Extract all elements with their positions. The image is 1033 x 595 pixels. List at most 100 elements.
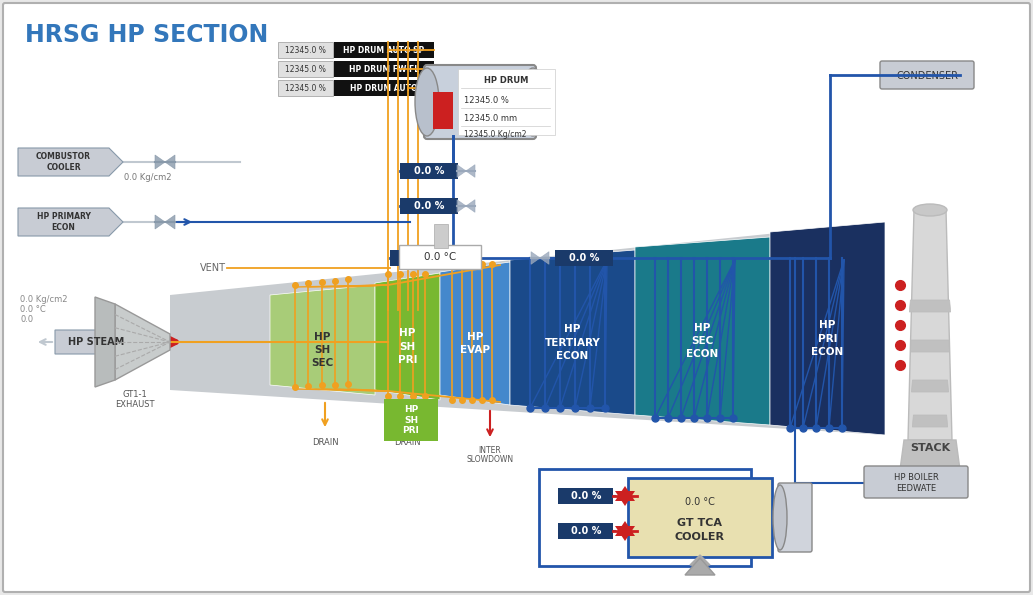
Polygon shape [375, 273, 440, 400]
Text: DRAIN: DRAIN [312, 438, 339, 447]
Text: HP
SH
SEC: HP SH SEC [311, 332, 334, 368]
FancyBboxPatch shape [433, 92, 453, 129]
Polygon shape [461, 252, 470, 264]
FancyBboxPatch shape [400, 198, 458, 214]
FancyBboxPatch shape [558, 523, 613, 539]
Text: HP
SH
PRI: HP SH PRI [403, 405, 419, 435]
Polygon shape [908, 210, 952, 440]
Text: HP DRUM: HP DRUM [483, 76, 528, 84]
Text: 0.0 %: 0.0 % [414, 201, 444, 211]
Text: 12345.0 mm: 12345.0 mm [464, 114, 518, 123]
FancyBboxPatch shape [3, 3, 1030, 592]
Polygon shape [165, 215, 175, 229]
FancyBboxPatch shape [558, 488, 613, 504]
Polygon shape [912, 415, 947, 427]
Text: HP DRUM AUTO SP: HP DRUM AUTO SP [343, 45, 425, 55]
Polygon shape [155, 155, 165, 169]
Polygon shape [95, 297, 115, 387]
FancyBboxPatch shape [864, 466, 968, 498]
Polygon shape [55, 330, 150, 354]
Text: HP
SH
PRI: HP SH PRI [398, 328, 417, 365]
FancyBboxPatch shape [880, 61, 974, 89]
Text: HP BOILER
EEDWATE: HP BOILER EEDWATE [894, 473, 938, 493]
Polygon shape [466, 200, 475, 212]
FancyBboxPatch shape [400, 163, 458, 179]
Polygon shape [170, 222, 885, 435]
Polygon shape [615, 521, 635, 536]
Polygon shape [900, 440, 960, 470]
Text: HP DRUM AUTO: HP DRUM AUTO [350, 83, 417, 92]
Polygon shape [685, 558, 715, 575]
Polygon shape [911, 380, 948, 392]
Text: GT1-1: GT1-1 [123, 390, 148, 399]
Polygon shape [270, 285, 375, 395]
Text: 0.0 °C: 0.0 °C [685, 497, 715, 507]
Polygon shape [18, 148, 123, 176]
FancyBboxPatch shape [778, 483, 812, 552]
Ellipse shape [521, 68, 545, 136]
FancyBboxPatch shape [278, 80, 333, 96]
Polygon shape [540, 252, 549, 264]
Text: VENT: VENT [200, 263, 226, 273]
Polygon shape [165, 155, 175, 169]
Polygon shape [457, 165, 466, 177]
Text: STACK: STACK [910, 443, 950, 453]
Polygon shape [910, 340, 949, 352]
FancyBboxPatch shape [278, 61, 333, 77]
Text: 0.0 °C: 0.0 °C [20, 305, 45, 314]
Text: HP
PRI
ECON: HP PRI ECON [811, 320, 844, 356]
Text: EXHAUST: EXHAUST [116, 400, 155, 409]
Polygon shape [457, 200, 466, 212]
Polygon shape [510, 250, 635, 415]
Text: 12345.0 %: 12345.0 % [284, 83, 325, 92]
Text: 0.0 %: 0.0 % [404, 253, 434, 263]
Ellipse shape [773, 485, 787, 550]
Text: INTER: INTER [478, 446, 501, 455]
Text: 12345.0 %: 12345.0 % [284, 64, 325, 74]
Text: COOLER: COOLER [675, 532, 725, 542]
Text: 0.0 %: 0.0 % [414, 166, 444, 176]
FancyBboxPatch shape [434, 224, 448, 248]
Text: HP STEAM: HP STEAM [68, 337, 125, 347]
FancyArrow shape [690, 555, 710, 570]
Text: 0.0 Kg/cm2: 0.0 Kg/cm2 [20, 295, 67, 304]
FancyBboxPatch shape [334, 61, 434, 77]
Polygon shape [470, 252, 479, 264]
Text: HP
EVAP: HP EVAP [460, 332, 490, 355]
Text: 0.0 %: 0.0 % [571, 526, 601, 536]
Polygon shape [615, 491, 635, 506]
Text: 0.0 %: 0.0 % [571, 491, 601, 501]
Text: 0.0 %: 0.0 % [569, 253, 599, 263]
Text: HP
TERTIARY
ECON: HP TERTIARY ECON [544, 324, 600, 361]
Polygon shape [615, 526, 635, 541]
Polygon shape [18, 208, 123, 236]
FancyBboxPatch shape [399, 245, 481, 269]
Text: HP DRUM FW FL: HP DRUM FW FL [349, 64, 419, 74]
Polygon shape [615, 486, 635, 501]
Polygon shape [531, 252, 540, 264]
FancyBboxPatch shape [334, 80, 434, 96]
Text: GT TCA: GT TCA [678, 518, 722, 528]
FancyBboxPatch shape [628, 478, 772, 557]
Text: CONDENSER: CONDENSER [897, 71, 959, 81]
Text: 0.0: 0.0 [20, 315, 33, 324]
Ellipse shape [913, 204, 947, 216]
Polygon shape [909, 300, 950, 312]
FancyBboxPatch shape [555, 250, 613, 266]
Ellipse shape [415, 68, 439, 136]
Text: 12345.0 Kg/cm2: 12345.0 Kg/cm2 [464, 130, 527, 139]
FancyBboxPatch shape [278, 42, 333, 58]
FancyBboxPatch shape [424, 65, 536, 139]
FancyBboxPatch shape [384, 399, 438, 441]
Text: HRSG HP SECTION: HRSG HP SECTION [25, 23, 269, 47]
Text: DRAIN: DRAIN [394, 438, 420, 447]
Text: HP
SEC
ECON: HP SEC ECON [686, 323, 719, 359]
FancyBboxPatch shape [458, 69, 555, 135]
Polygon shape [440, 262, 510, 405]
Polygon shape [115, 304, 170, 380]
FancyBboxPatch shape [390, 250, 448, 266]
Polygon shape [635, 237, 770, 425]
Text: SLOWDOWN: SLOWDOWN [467, 455, 513, 464]
Text: 0.0 Kg/cm2: 0.0 Kg/cm2 [124, 173, 171, 182]
Polygon shape [466, 165, 475, 177]
